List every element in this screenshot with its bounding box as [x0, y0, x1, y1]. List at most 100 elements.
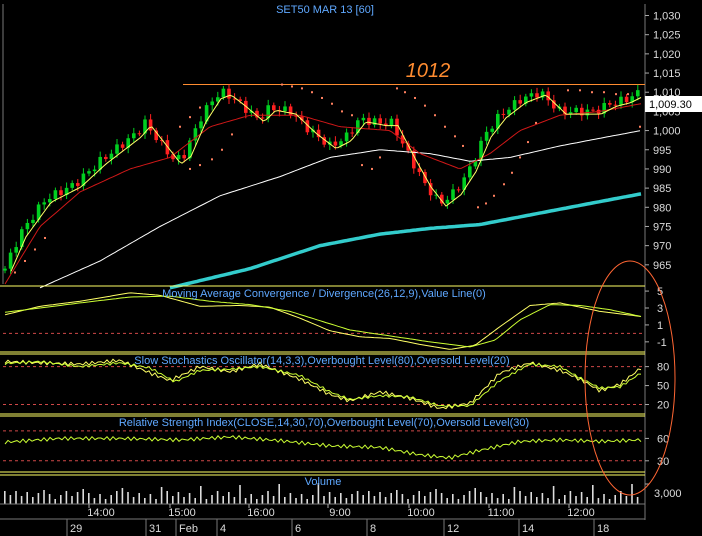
sar-dot	[444, 125, 446, 128]
candle-body	[451, 189, 455, 200]
candle	[535, 87, 539, 102]
volume-bar	[524, 496, 527, 504]
candle-body	[176, 155, 181, 160]
time-axis: 14:00 15:00 16:00 9:00 10:00 11:00 12:00 29 31 Fe…	[0, 503, 645, 536]
volume-bar	[317, 483, 320, 504]
stoch-tick-label: 80	[657, 362, 669, 374]
candle	[540, 88, 545, 101]
candle-body	[260, 117, 265, 119]
candle	[25, 218, 30, 235]
rsi-line	[4, 434, 642, 460]
candle	[412, 146, 416, 174]
candle-body	[120, 144, 125, 148]
candle	[126, 134, 130, 154]
volume-bar	[15, 491, 17, 504]
candle-body	[507, 109, 511, 115]
stochastic-panel: 80 50 20	[0, 353, 669, 415]
candle-body	[98, 156, 102, 170]
volume-bar	[586, 497, 588, 504]
candle-body	[434, 194, 438, 196]
candle-body	[406, 143, 410, 151]
stochastic-title: Slow Stochastics Oscillator(14,3,3),Over…	[134, 355, 509, 367]
candle	[59, 186, 63, 201]
sar-dot	[44, 236, 46, 239]
candle	[512, 96, 517, 116]
volume-bar	[468, 491, 471, 504]
candle-body	[462, 177, 466, 190]
price-tick-label: 1,020	[653, 49, 681, 61]
candle	[294, 111, 298, 122]
candle-body	[53, 190, 58, 199]
candle-body	[59, 190, 63, 196]
candle-body	[48, 198, 52, 203]
volume-bar	[580, 492, 583, 504]
volume-bar	[356, 491, 359, 504]
candle	[154, 127, 158, 143]
price-tick-label: 1,030	[653, 11, 681, 23]
volume-bar	[121, 488, 124, 504]
candle	[378, 114, 382, 129]
candle	[232, 93, 237, 104]
candle-body	[580, 107, 584, 116]
candle	[417, 163, 422, 177]
candle	[300, 111, 304, 125]
candle	[473, 158, 478, 170]
sar-dot	[321, 96, 323, 99]
time-tick-label: 9:00	[329, 507, 350, 519]
candle-body	[412, 150, 416, 169]
volume-bar	[9, 495, 12, 504]
macd-tick-label: 1	[657, 320, 663, 332]
candle-body	[81, 173, 86, 186]
candle-body	[350, 132, 354, 134]
volume-bar	[440, 493, 443, 504]
date-tick-label: 8	[370, 523, 376, 535]
candle-body	[148, 119, 153, 131]
candle-body	[546, 91, 550, 101]
macd-panel: 531-1	[0, 285, 667, 353]
volume-bar	[334, 497, 336, 504]
volume-bar	[306, 499, 308, 504]
candle-body	[132, 133, 136, 139]
volume-bar	[496, 498, 499, 504]
candle	[176, 151, 181, 165]
candle-body	[384, 123, 388, 126]
volume-bar	[211, 495, 213, 504]
volume-bar	[295, 498, 297, 504]
macd-tick-label: 3	[657, 303, 663, 315]
sar-dot	[291, 85, 293, 88]
volume-bar	[446, 498, 448, 504]
volume-bar	[485, 497, 488, 504]
volume-bar	[536, 497, 538, 504]
candle-body	[529, 93, 534, 97]
price-tick-label: 970	[653, 241, 671, 253]
volume-bar	[547, 498, 549, 504]
candle	[568, 106, 573, 119]
candle	[8, 248, 13, 275]
candle-body	[126, 138, 130, 148]
candle-body	[568, 112, 573, 114]
volume-bar	[26, 492, 28, 504]
volume-bar	[407, 499, 409, 504]
sar-dot	[311, 91, 313, 94]
candle-body	[70, 183, 74, 188]
price-tick-label: 980	[653, 202, 671, 214]
candle	[350, 127, 354, 138]
sar-dot	[639, 125, 641, 128]
candle-body	[316, 129, 321, 138]
candle-body	[613, 104, 618, 106]
candle-body	[512, 100, 517, 110]
sar-dot	[281, 83, 283, 86]
volume-bar	[457, 499, 460, 504]
candle-body	[64, 187, 69, 196]
sar-dot	[361, 164, 363, 167]
sar-dot	[477, 206, 479, 209]
volume-bar	[552, 486, 555, 504]
candle	[3, 265, 7, 274]
sar-dot	[527, 141, 529, 144]
volume-panel: 3,000	[0, 474, 682, 504]
candle-body	[272, 105, 276, 111]
candle	[552, 94, 556, 113]
volume-bar	[328, 492, 331, 504]
price-tick-label: 985	[653, 183, 671, 195]
candle	[322, 134, 326, 148]
